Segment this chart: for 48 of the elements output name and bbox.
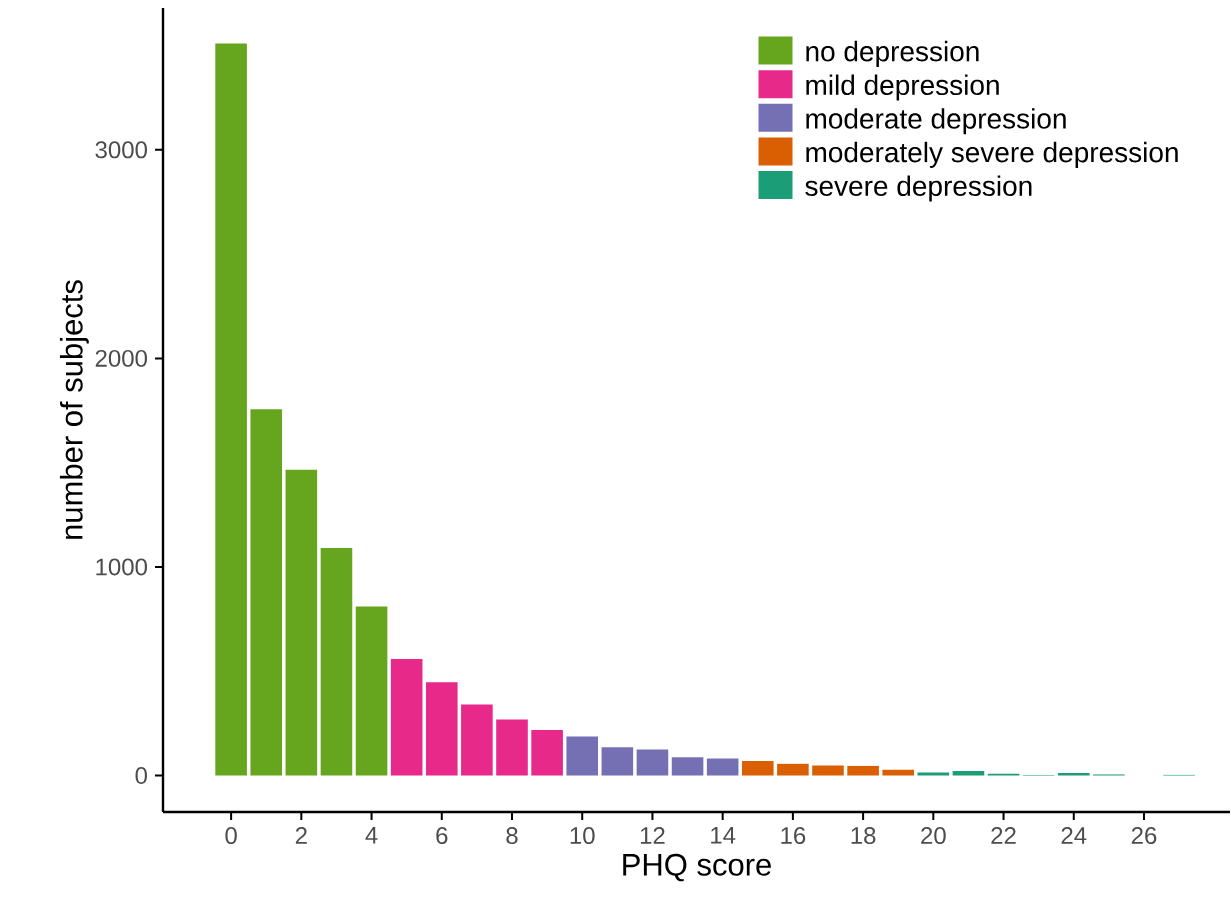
bar: [671, 757, 704, 776]
bar: [425, 682, 458, 776]
legend-label: moderate depression: [806, 108, 1066, 135]
y-tick-label: 1000: [96, 558, 147, 576]
x-tick-label: 4: [365, 827, 378, 844]
y-tick-label: 0: [135, 767, 148, 784]
bar: [636, 749, 669, 776]
x-tick-label: 8: [506, 827, 518, 845]
x-tick-label: 10: [570, 827, 595, 845]
y-tick-label: 3000: [95, 141, 147, 159]
x-tick-label: 0: [225, 827, 237, 845]
bar: [706, 758, 739, 776]
bar: [461, 704, 493, 776]
legend-label: mild depression: [806, 74, 999, 101]
bar: [601, 747, 634, 776]
bar: [531, 730, 563, 776]
x-tick-label: 24: [1061, 827, 1087, 844]
bar: [285, 469, 318, 776]
x-tick-label: 26: [1131, 827, 1157, 845]
y-tick-label: 2000: [95, 349, 147, 367]
bar: [566, 736, 599, 776]
bar: [1057, 773, 1090, 776]
bar: [952, 770, 985, 776]
bar: [917, 772, 950, 776]
x-tick-label: 14: [711, 827, 736, 844]
bar: [777, 763, 809, 776]
x-tick-label: 18: [851, 827, 876, 845]
bar: [355, 606, 388, 776]
x-axis-title: PHQ score: [623, 853, 771, 882]
legend-label: moderately severe depression: [806, 141, 1178, 168]
bar: [250, 409, 283, 776]
legend-label: no depression: [806, 40, 979, 67]
legend-label: severe depression: [805, 175, 1032, 202]
bar: [390, 658, 423, 776]
x-tick-label: 2: [295, 827, 307, 844]
x-tick-label: 6: [436, 827, 448, 845]
bar: [215, 43, 247, 776]
y-axis-title: number of subjects: [59, 280, 89, 539]
bar: [882, 769, 915, 776]
bar: [812, 765, 844, 776]
bar: [847, 765, 879, 776]
x-tick-label: 16: [781, 827, 806, 845]
x-tick-label: 12: [640, 827, 665, 844]
bar: [741, 760, 774, 776]
x-tick-label: 22: [991, 827, 1016, 844]
bar: [320, 547, 353, 776]
x-tick-label: 20: [921, 827, 946, 845]
bar: [496, 719, 528, 776]
